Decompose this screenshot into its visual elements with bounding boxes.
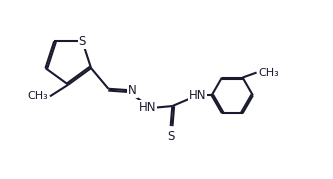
- Text: CH₃: CH₃: [258, 67, 279, 78]
- Text: S: S: [167, 130, 174, 143]
- Text: HN: HN: [139, 101, 156, 114]
- Text: N: N: [128, 84, 137, 97]
- Text: S: S: [79, 35, 86, 48]
- Text: HN: HN: [188, 89, 206, 102]
- Text: CH₃: CH₃: [28, 91, 48, 101]
